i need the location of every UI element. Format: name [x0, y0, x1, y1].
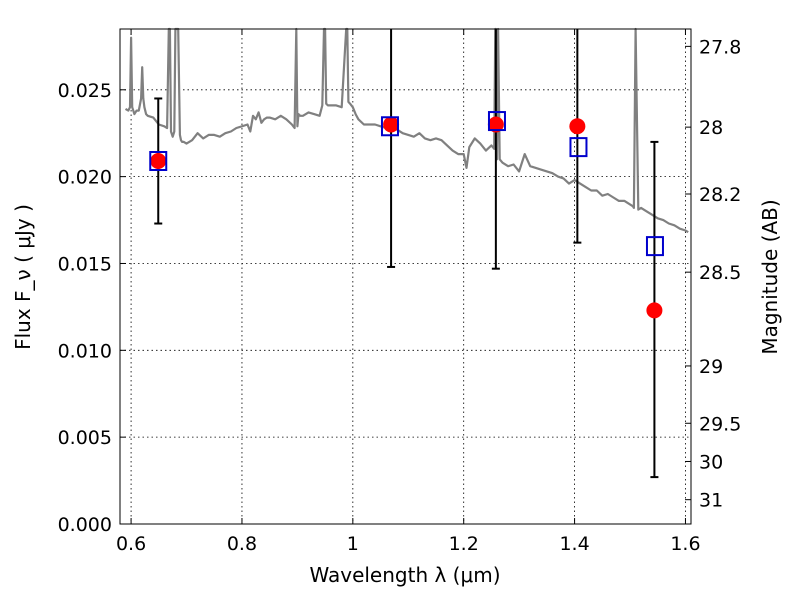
plot-frame	[119, 28, 692, 525]
y2-tick-label: 30	[699, 451, 723, 473]
x-tick-label: 1.4	[559, 533, 589, 555]
y-tick-label: 0.020	[58, 167, 112, 189]
model-points-layer	[149, 111, 664, 257]
secondary-y-axis-label: Magnitude (AB)	[758, 199, 782, 354]
x-tick-label: 1.6	[670, 533, 700, 555]
y2-tick-label: 29	[699, 356, 723, 378]
y2-tick-label: 28.5	[699, 262, 741, 284]
y2-tick-label: 28.2	[699, 184, 741, 206]
axis-ticks	[120, 29, 691, 525]
model-point	[380, 116, 399, 137]
spectrum-layer	[124, 27, 689, 234]
y2-tick-label: 27.8	[699, 36, 741, 58]
observed-point	[150, 153, 167, 169]
x-tick-label: 1	[347, 533, 359, 555]
x-tick-label: 0.6	[116, 533, 146, 555]
y2-tick-label: 29.5	[699, 413, 741, 435]
spectrum-line	[124, 27, 689, 234]
observed-points-layer	[150, 116, 663, 319]
y-tick-label: 0.000	[58, 514, 112, 536]
y-axis-label: Flux F_ν ( μJy )	[11, 204, 35, 350]
observed-point	[383, 116, 400, 133]
y-tick-label: 0.025	[58, 80, 112, 102]
observed-point	[569, 118, 586, 135]
y-tick-label: 0.005	[58, 427, 112, 449]
axis-tick-labels: 0.6 0.8 1 1.2 1.4 1.6 0.000 0.005 0.010 0.015 0.02…	[58, 36, 742, 555]
model-point	[487, 111, 506, 132]
x-tick-label: 1.2	[449, 533, 479, 555]
model-point	[149, 151, 168, 171]
y-tick-label: 0.010	[58, 340, 112, 362]
x-axis-label: Wavelength λ (μm)	[309, 563, 500, 587]
observed-point	[487, 116, 504, 133]
errorbar-layer	[154, 29, 659, 479]
observed-point	[646, 302, 663, 319]
model-point	[645, 236, 664, 257]
y2-tick-label: 28	[699, 117, 723, 139]
chart-grid	[120, 29, 691, 525]
x-tick-label: 0.8	[227, 533, 257, 555]
model-point	[569, 137, 588, 158]
y-tick-label: 0.015	[58, 253, 112, 275]
y2-tick-label: 31	[699, 490, 723, 512]
